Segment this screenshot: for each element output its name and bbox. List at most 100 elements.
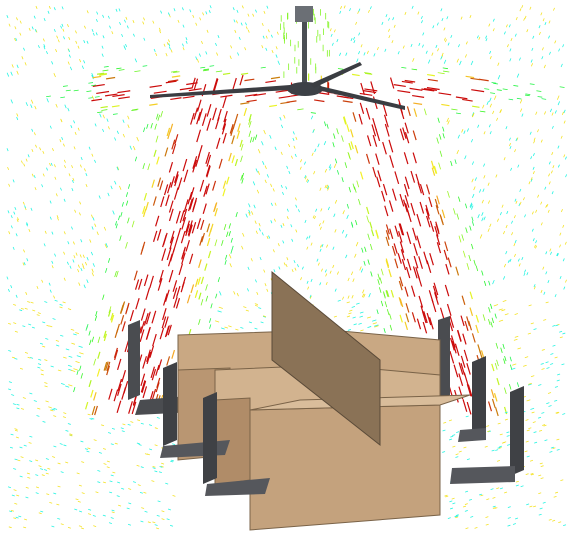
- flow-vector: [40, 369, 44, 372]
- flow-vector: [111, 509, 115, 512]
- flow-vector: [560, 135, 563, 139]
- flow-vector: [16, 17, 18, 21]
- flow-vector: [343, 116, 347, 125]
- flow-vector: [206, 223, 211, 233]
- flow-vector: [245, 309, 249, 312]
- flow-vector: [324, 168, 327, 173]
- flow-vector: [503, 263, 507, 268]
- flow-vector: [96, 231, 99, 236]
- flow-vector: [16, 407, 20, 410]
- flow-vector: [381, 190, 386, 202]
- flow-vector: [248, 113, 252, 122]
- flow-vector: [62, 416, 66, 418]
- flow-vector: [458, 450, 462, 453]
- flow-vector: [354, 145, 359, 154]
- flow-vector: [385, 230, 390, 240]
- flow-vector: [232, 7, 235, 11]
- flow-vector: [238, 36, 241, 40]
- flow-vector: [139, 491, 143, 494]
- flow-vector: [105, 93, 118, 97]
- flow-vector: [282, 240, 285, 244]
- flow-vector: [182, 158, 188, 172]
- flow-vector: [359, 315, 364, 318]
- flow-vector: [491, 317, 495, 324]
- flow-vector: [127, 423, 131, 426]
- flow-vector: [333, 315, 337, 318]
- flow-vector: [492, 507, 496, 509]
- flow-vector: [540, 363, 544, 365]
- flow-vector: [280, 124, 284, 129]
- flow-vector: [277, 243, 280, 247]
- flow-vector: [388, 200, 394, 212]
- flow-vector: [102, 69, 109, 72]
- flow-vector: [530, 375, 535, 378]
- flow-vector: [8, 322, 12, 325]
- flow-vector: [185, 240, 190, 252]
- flow-vector: [37, 363, 42, 365]
- flow-vector: [469, 15, 472, 19]
- flow-vector: [26, 222, 29, 226]
- flow-vector: [205, 284, 208, 291]
- flow-vector: [28, 442, 32, 444]
- flow-vector: [27, 476, 31, 479]
- flow-vector: [428, 196, 433, 208]
- flow-vector: [275, 89, 289, 93]
- flow-vector: [435, 221, 440, 232]
- flow-vector: [421, 20, 423, 24]
- flow-vector: [112, 210, 115, 215]
- flow-vector: [88, 508, 92, 511]
- flow-vector: [375, 229, 379, 238]
- flow-vector: [469, 225, 472, 231]
- flow-vector: [8, 23, 11, 27]
- flow-vector: [364, 72, 372, 74]
- flow-vector: [114, 349, 119, 361]
- flow-vector: [222, 96, 227, 109]
- flow-vector: [69, 433, 73, 436]
- flow-vector: [177, 177, 183, 190]
- flow-vector: [554, 386, 559, 388]
- flow-vector: [14, 206, 17, 211]
- flow-vector: [545, 251, 548, 255]
- flow-vector: [29, 356, 34, 359]
- flow-vector: [391, 40, 394, 44]
- flow-vector: [88, 82, 94, 84]
- flow-vector: [451, 497, 455, 500]
- flow-vector: [138, 443, 142, 446]
- flow-vector: [11, 356, 16, 359]
- flow-vector: [399, 241, 405, 253]
- flow-vector: [471, 243, 474, 250]
- flow-vector: [427, 73, 435, 77]
- flow-vector: [546, 367, 550, 369]
- flow-vector: [489, 103, 492, 108]
- flow-vector: [531, 411, 535, 414]
- flow-vector: [94, 315, 98, 321]
- flow-vector: [410, 285, 416, 297]
- flow-vector: [88, 146, 91, 150]
- flow-vector: [293, 145, 296, 149]
- flow-vector: [13, 211, 16, 215]
- flow-vector: [509, 145, 512, 150]
- flow-vector: [258, 223, 261, 227]
- flow-vector: [489, 131, 492, 135]
- flow-vector: [155, 364, 160, 376]
- flow-vector: [172, 287, 178, 299]
- flow-vector: [285, 186, 288, 190]
- flow-vector: [123, 381, 129, 394]
- flow-vector: [31, 326, 35, 329]
- flow-vector: [163, 43, 166, 47]
- flow-vector: [65, 385, 70, 388]
- flow-vector: [9, 446, 14, 449]
- flow-vector: [484, 88, 490, 90]
- flow-vector: [421, 44, 424, 48]
- flow-vector: [107, 432, 112, 434]
- flow-vector: [367, 259, 370, 265]
- flow-vector: [479, 110, 486, 113]
- flow-vector: [523, 364, 527, 367]
- flow-vector: [418, 295, 424, 308]
- flow-vector: [101, 53, 104, 57]
- flow-vector: [533, 505, 537, 508]
- flow-vector: [160, 196, 165, 208]
- flow-vector: [478, 78, 489, 82]
- flow-vector: [317, 143, 320, 148]
